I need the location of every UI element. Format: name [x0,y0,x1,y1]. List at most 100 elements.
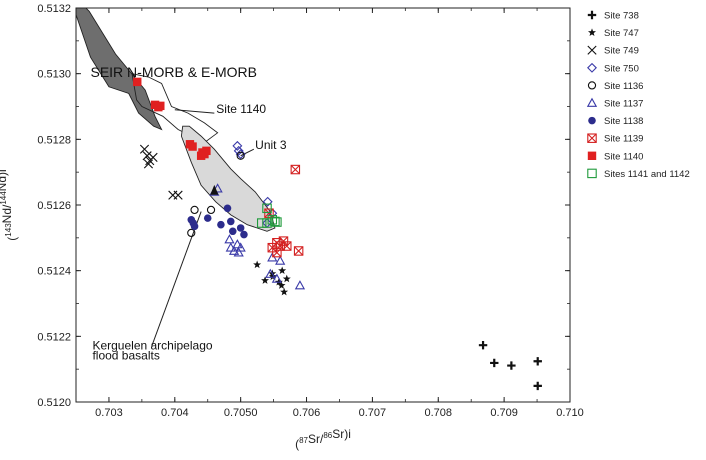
x-tick-label: 0.709 [490,407,518,419]
data-point [293,246,304,256]
legend-marker [587,168,597,179]
y-tick-label: 0.5122 [37,331,71,343]
circle-glyph [217,220,225,229]
square-glyph [256,218,267,228]
x-glyph [143,159,154,169]
data-point [148,152,158,162]
series-sites-1141-and-1142 [256,203,282,228]
data-point [272,217,282,227]
data-point [275,255,286,265]
y-tick-label: 0.5126 [37,200,71,212]
data-point [478,340,488,350]
circle-glyph [227,217,235,226]
data-point [173,190,183,200]
plus-glyph [478,340,488,350]
series-site-738 [478,340,542,391]
star-glyph [253,260,262,269]
square-glyph [272,247,282,258]
diamond-glyph [232,140,243,151]
diamond-glyph [233,145,244,156]
square-glyph [293,246,304,256]
data-point [190,222,199,231]
data-point [272,238,282,248]
x-glyph [139,144,150,154]
data-point [277,281,286,289]
data-point [232,140,243,151]
legend-item-site-738: Site 738 [587,10,639,22]
legend-item-site-747: Site 747 [588,28,639,39]
superscript: 143 [4,223,13,237]
circle-glyph [187,228,196,238]
annotation-flood-basalts: flood basalts [92,348,159,362]
superscript: 144 [0,191,8,205]
data-point [278,266,287,275]
legend-marker [586,97,598,107]
data-point [190,205,199,215]
plus-glyph [507,361,516,370]
data-point [268,272,277,280]
square-glyph [275,241,285,251]
diamond-glyph [587,62,597,73]
star-glyph [280,287,289,296]
triangle-glyph [210,184,219,195]
legend-item-site-750: Site 750 [587,62,639,74]
square-glyph [282,241,292,251]
data-point [294,280,306,290]
leader-line-2 [240,148,255,157]
data-point [196,151,206,160]
series-site-749 [139,144,183,200]
legend-item-sites-1141-and-1142: Sites 1141 and 1142 [587,168,690,180]
data-point [282,274,291,283]
leader-line-1 [174,109,215,114]
x-tick-label: 0.708 [425,407,453,419]
data-point [256,218,267,228]
circle-glyph [236,224,245,232]
data-point [262,196,273,207]
series-site-1138 [187,204,248,239]
plus-glyph [587,10,597,20]
legend-marker [587,133,597,143]
legend-marker [587,45,597,55]
data-point [490,358,499,368]
legend-label: Site 1140 [604,151,643,162]
data-point [262,218,272,228]
data-point [133,77,142,87]
data-points [133,77,542,391]
data-point [202,146,211,156]
square-glyph [587,151,597,160]
legend-marker [588,116,596,125]
y-tick-label: 0.5132 [37,3,71,15]
circle-glyph [223,204,232,213]
data-point [272,247,282,258]
triangle-glyph [275,255,286,265]
x-glyph [272,238,282,248]
annotations: SEIR N-MORB & E-MORB Site 1140 Unit 3 Kergu… [90,64,286,362]
annotation-unit-3: Unit 3 [255,138,287,152]
data-point [236,224,245,232]
legend-label: Site 1137 [604,99,643,110]
x-tick-label: 0.706 [293,407,321,419]
x-glyph [290,164,300,175]
x-glyph [148,152,158,162]
data-point [271,273,283,283]
x-axis-title: (87Sr/86Sr)i [295,427,351,451]
data-point [233,247,244,257]
data-point [142,151,152,161]
legend-label: Sites 1141 and 1142 [604,169,690,180]
legend-item-site-749: Site 749 [587,45,639,57]
data-point [236,151,245,160]
data-point [253,260,262,269]
data-point [235,149,246,160]
star-glyph [277,281,286,289]
data-point [228,227,237,236]
legend-item-site-1139: Site 1139 [587,133,643,145]
legend-label: Site 749 [604,46,639,57]
x-glyph [142,151,152,161]
series-site-1140 [133,77,211,160]
data-point [139,144,150,154]
data-point [280,287,289,296]
data-point [290,164,301,175]
plus-glyph [533,381,542,391]
legend-label: Site 738 [604,11,639,22]
